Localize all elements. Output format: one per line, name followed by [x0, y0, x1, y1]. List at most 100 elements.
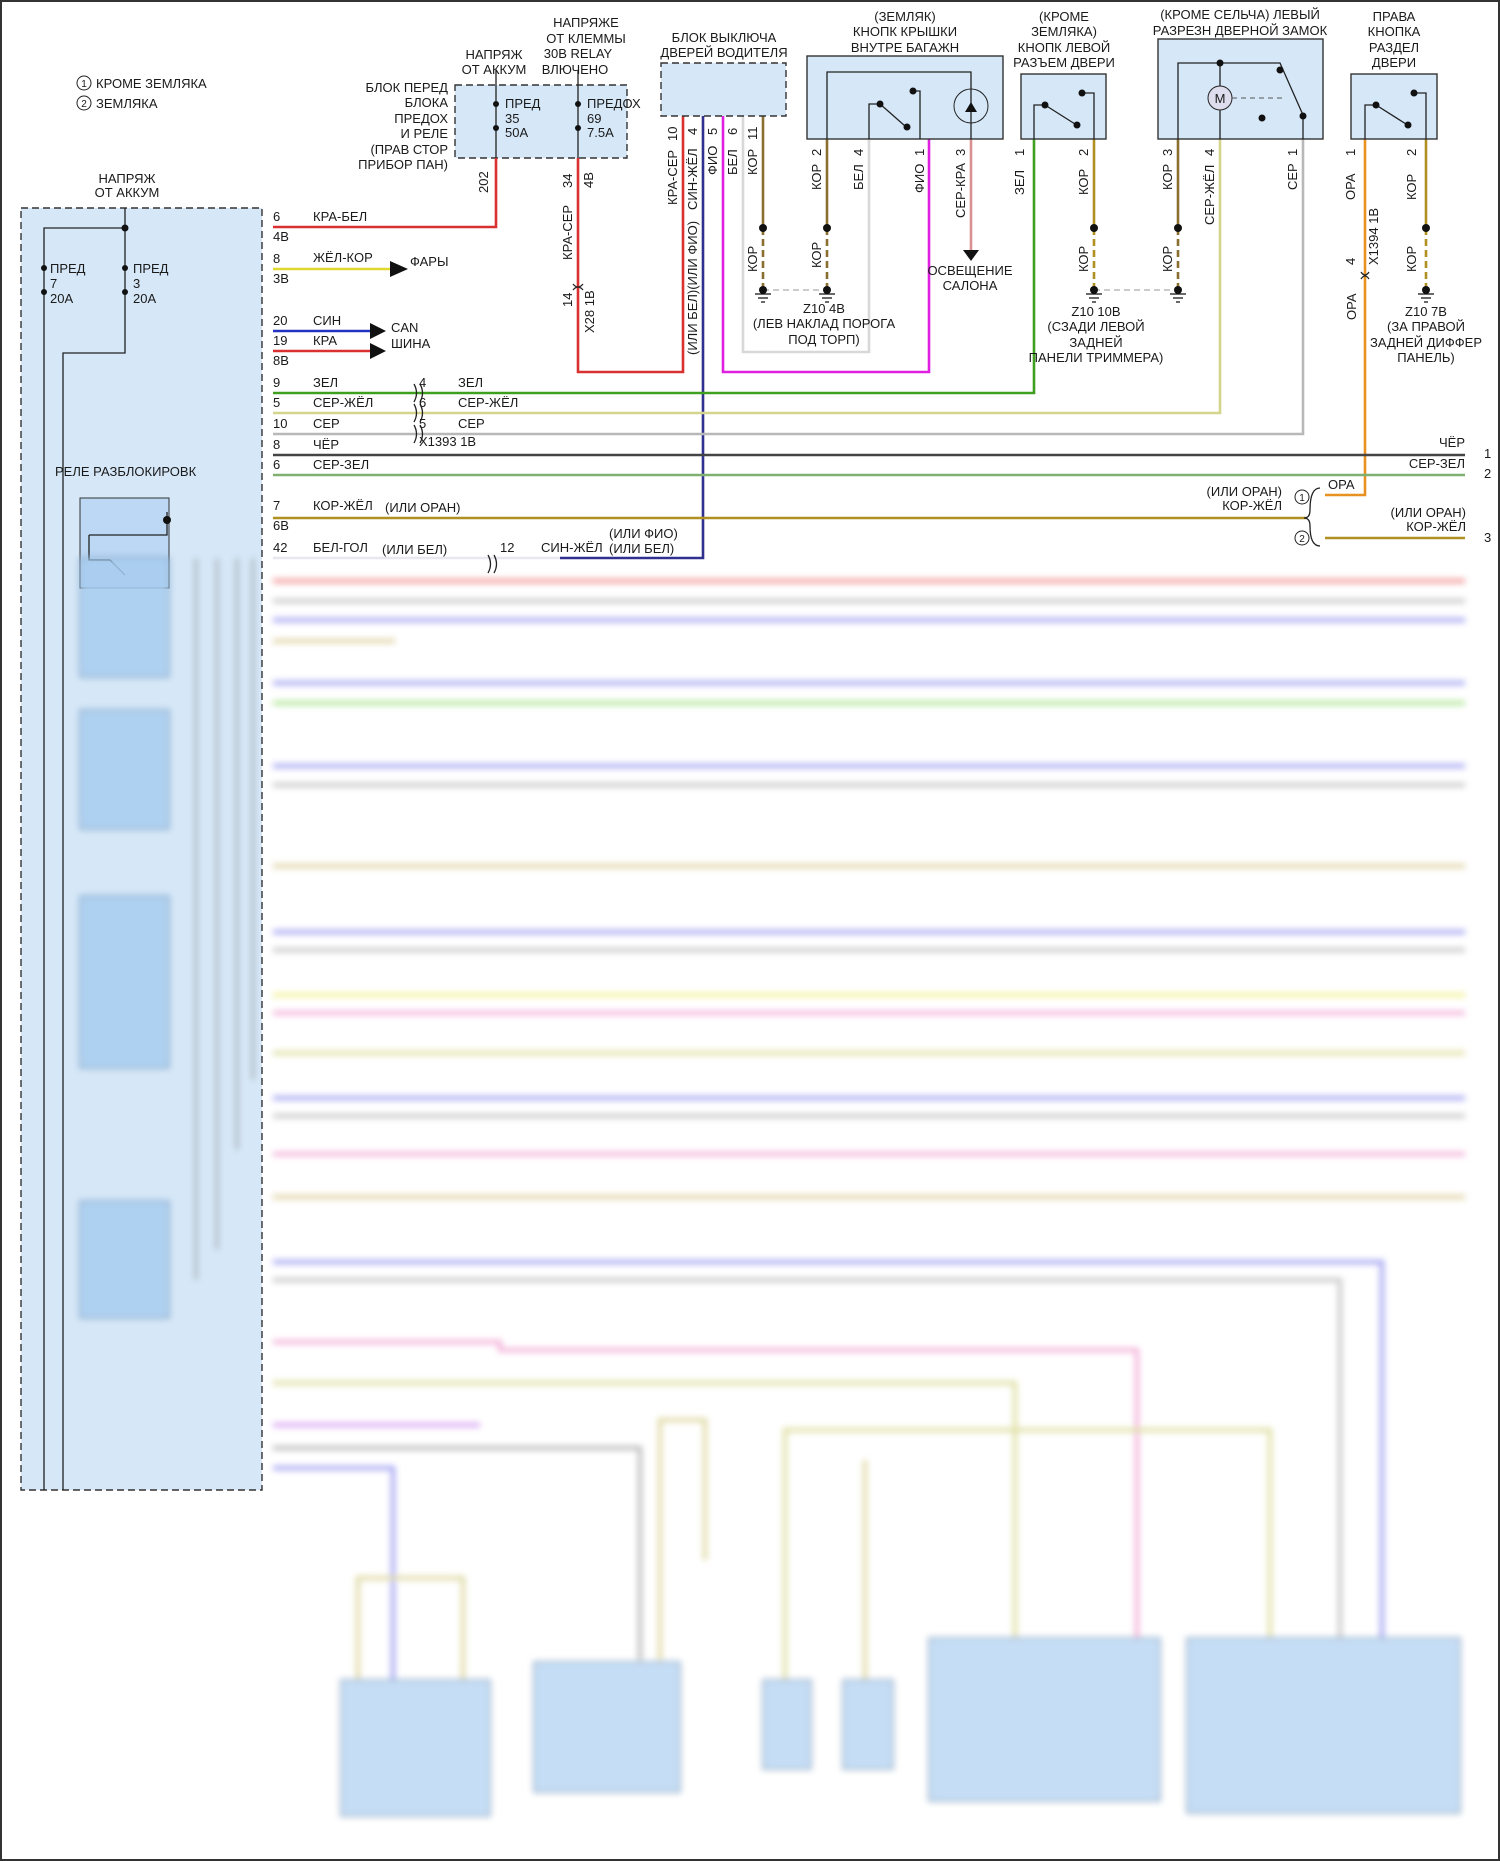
relay-title: РЕЛЕ РАЗБЛОКИРОВК: [55, 464, 197, 479]
pin-wire: ФИО: [705, 146, 720, 175]
wire-label: ОРА: [1328, 477, 1355, 492]
pin-num: 8: [273, 437, 280, 452]
pin-wire: КРА-СЕР: [665, 150, 680, 205]
left-door-button: (КРОМЕ ЗЕМЛЯКА) КНОПК ЛЕВОЙ РАЗЪЕМ ДВЕРИ…: [1012, 9, 1115, 272]
block-title: ДВЕРИ: [1372, 55, 1416, 70]
wire-label: ЖЁЛ-КОР: [313, 250, 373, 265]
pin-wire: СЕР-КРА: [953, 163, 968, 218]
pin-wire: ФИО: [912, 164, 927, 193]
ground-label: Z10 10В: [1071, 304, 1120, 319]
wire-label: ЧЁР: [1439, 435, 1465, 450]
wire-label: ОРА: [1344, 293, 1359, 320]
block-title: КНОПК КРЫШКИ: [853, 24, 957, 39]
arrow-icon: [963, 250, 979, 261]
block-label: (ПРАВ СТОР: [370, 142, 448, 157]
pin-label: 4В: [581, 172, 596, 188]
wire-label: КОР: [1076, 246, 1091, 272]
alt-note: (ИЛИ ОРАН): [385, 500, 460, 515]
ground-label: (СЗАДИ ЛЕВОЙ: [1047, 319, 1144, 334]
pin-wire: ЗЕЛ: [1012, 170, 1027, 195]
block-title: БЛОК ВЫКЛЮЧА: [672, 30, 777, 45]
pin-num: 6: [419, 395, 426, 410]
fuse-label: 20А: [133, 291, 156, 306]
pin-num: 2: [809, 149, 824, 156]
fuse-label: ПРЕДОХ: [587, 96, 641, 111]
ground-icon: [755, 293, 1434, 303]
fuse-label: ПРЕД: [50, 261, 86, 276]
pin-num: 4: [1202, 149, 1217, 156]
pin-wire: КОР: [1404, 174, 1419, 200]
pin-num: 5: [705, 128, 720, 135]
wire-label: СИН: [313, 313, 341, 328]
pin-num: 3: [1484, 530, 1491, 545]
wire-label: КОР-ЖЁЛ: [1406, 519, 1466, 534]
option-num: 2: [1299, 534, 1305, 545]
wire-label: КОР: [745, 246, 760, 272]
right-door-button: ПРАВА КНОПКА РАЗДЕЛ ДВЕРИ 1 ОРА 2 КОР КО…: [1343, 9, 1438, 320]
pin-num: 2: [1404, 149, 1419, 156]
pin-num: 8В: [273, 353, 289, 368]
feed-label: 30В RELAY: [544, 46, 613, 61]
alt-note: (ИЛИ ОРАН): [1391, 505, 1466, 520]
fuse-label: 69: [587, 111, 601, 126]
pin-num: 6: [725, 128, 740, 135]
pin-num: 1: [1285, 149, 1300, 156]
trunk-release-button: (ЗЕМЛЯК) КНОПК КРЫШКИ ВНУТРЕ БАГАЖН КОР …: [806, 9, 1013, 293]
pin-num: 10: [273, 416, 287, 431]
wire-label: СЕР-ЖЁЛ: [458, 395, 518, 410]
feed-label: ОТ АККУМ: [95, 185, 160, 200]
block-label: БЛОКА: [405, 95, 449, 110]
alt-note: (ИЛИ БЕЛ): [609, 541, 674, 556]
pin-wire: СЕР-ЖЁЛ: [1202, 165, 1217, 225]
pin-num: 6В: [273, 518, 289, 533]
fuse-label: 35: [505, 111, 519, 126]
alt-note: (ИЛИ ФИО): [609, 526, 678, 541]
legend-note: ЗЕМЛЯКА: [96, 96, 158, 111]
wire-label: КОР-ЖЁЛ: [313, 498, 373, 513]
pin-wire: КОР: [1160, 164, 1175, 190]
pin-label: 14: [560, 293, 575, 307]
pin-num: 1: [912, 149, 927, 156]
pin-wire: КОР: [809, 164, 824, 190]
wire-label: КОР-ЖЁЛ: [1222, 498, 1282, 513]
wire-label: КРА: [313, 333, 337, 348]
pin-num: 6: [273, 209, 280, 224]
pin-num: 3: [1160, 149, 1175, 156]
block-title: (КРОМЕ СЕЛЬЧА) ЛЕВЫЙ: [1160, 7, 1320, 22]
pin-num: 12: [500, 540, 514, 555]
row-labels: 6 4В КРА-БЕЛ 8 3В ЖЁЛ-КОР ФАРЫ 20 СИН 19…: [273, 209, 1491, 557]
pin-wire: КОР: [1076, 169, 1091, 195]
driver-door-switch-block: БЛОК ВЫКЛЮЧА ДВЕРЕЙ ВОДИТЕЛЯ 10 КРА-СЕР …: [660, 30, 788, 355]
wire-label: СЕР: [313, 416, 340, 431]
legend-num: 2: [81, 99, 87, 110]
block-label: ПРЕДОХ: [394, 111, 448, 126]
lamp-label: САЛОНА: [943, 278, 998, 293]
wire-label: СЕР-ЗЕЛ: [313, 457, 369, 472]
pin-num: 9: [273, 375, 280, 390]
block-title: ВНУТРЕ БАГАЖН: [851, 40, 959, 55]
fuse-label: 7: [50, 276, 57, 291]
wire-label: СЕР-ЖЁЛ: [313, 395, 373, 410]
legend-num: 1: [81, 79, 87, 90]
pin-num: 4: [851, 149, 866, 156]
pin-num: 11: [745, 127, 760, 141]
ground-label: (ЗА ПРАВОЙ: [1387, 319, 1465, 334]
block-title: (КРОМЕ: [1039, 9, 1089, 24]
door-lock-actuator: (КРОМЕ СЕЛЬЧА) ЛЕВЫЙ РАЗРЕЗН ДВЕРНОЙ ЗАМ…: [1153, 7, 1328, 272]
pin-wire: СЕР: [1285, 163, 1300, 190]
pin-num: 3: [953, 149, 968, 156]
block-title: КНОПК ЛЕВОЙ: [1018, 40, 1111, 55]
pin-num: 5: [273, 395, 280, 410]
can-label: ШИНА: [391, 336, 431, 351]
ground-label: ЗАДНЕЙ: [1069, 335, 1122, 350]
pin-label: 34: [560, 174, 575, 188]
wire-label: КОР: [809, 242, 824, 268]
feed-label: ВЛЮЧЕНО: [542, 62, 609, 77]
fuse-label: 50А: [505, 125, 528, 140]
led-icon: [953, 88, 989, 124]
ground-label: Z10 7В: [1405, 304, 1447, 319]
pin-label: 202: [476, 171, 491, 193]
pin-num: 1: [1343, 149, 1358, 156]
fuse-label: ПРЕД: [505, 96, 541, 111]
